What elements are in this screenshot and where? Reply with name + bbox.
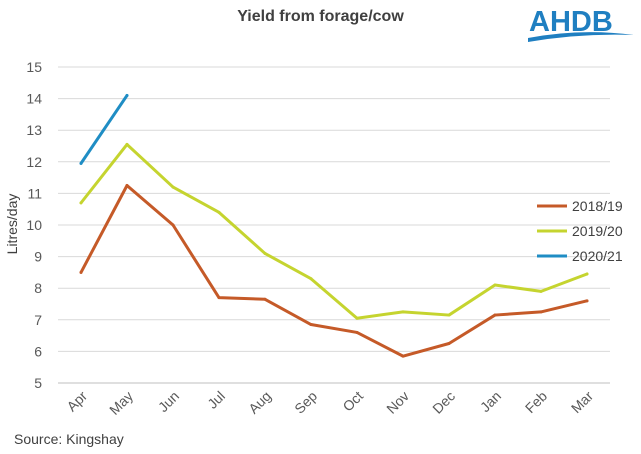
series-line [79, 142, 589, 320]
legend-item: 2018/19 [537, 198, 623, 214]
legend-label: 2018/19 [572, 198, 623, 214]
data-point [79, 270, 83, 274]
data-point [125, 93, 129, 97]
data-point [585, 299, 589, 303]
y-tick-label: 14 [26, 91, 42, 107]
y-tick-label: 5 [34, 375, 42, 391]
series-lines [79, 93, 589, 358]
data-point [539, 289, 543, 293]
series-line [79, 93, 129, 165]
x-axis-ticks: Apr May Jun Jul Aug Sep Oct Nov Dec Jan Feb Mar [63, 388, 596, 418]
x-tick-label: Jan [477, 388, 504, 415]
series-2020-21 [79, 93, 129, 165]
data-point [79, 201, 83, 205]
x-tick-label: Sep [291, 388, 320, 417]
data-point [217, 296, 221, 300]
data-point [125, 142, 129, 146]
y-tick-label: 10 [26, 217, 42, 233]
y-tick-label: 15 [26, 59, 42, 75]
data-point [493, 313, 497, 317]
data-point [263, 297, 267, 301]
data-point [401, 354, 405, 358]
x-tick-label: Jul [204, 388, 228, 412]
series-2019-20 [79, 142, 589, 320]
data-point [355, 330, 359, 334]
data-point [585, 272, 589, 276]
x-tick-label: Oct [339, 388, 366, 415]
y-axis-ticks: 5 6 7 8 9 10 11 12 13 14 15 [26, 59, 42, 391]
data-point [493, 283, 497, 287]
series-line [79, 184, 589, 358]
data-point [447, 342, 451, 345]
data-point [79, 161, 83, 165]
legend-item: 2019/20 [537, 223, 623, 239]
y-axis-title: Litres/day [4, 194, 20, 255]
data-point [171, 185, 175, 189]
data-point [447, 313, 451, 317]
y-tick-label: 7 [34, 312, 42, 328]
data-point [171, 223, 175, 227]
y-tick-label: 9 [34, 249, 42, 265]
data-point [263, 251, 267, 255]
logo-swoosh [528, 32, 634, 42]
gridlines [58, 66, 610, 352]
x-tick-label: Dec [429, 388, 458, 417]
data-point [309, 277, 313, 281]
y-tick-label: 13 [26, 122, 42, 138]
x-tick-label: Apr [63, 388, 90, 415]
x-tick-label: Aug [245, 388, 274, 417]
series-2018-19 [79, 184, 589, 358]
legend-label: 2019/20 [572, 223, 623, 239]
data-point [217, 210, 221, 214]
x-tick-label: May [106, 388, 136, 418]
legend: 2018/19 2019/20 2020/21 [537, 198, 623, 264]
data-point [539, 310, 543, 314]
x-tick-label: Nov [383, 388, 412, 417]
y-tick-label: 12 [26, 154, 42, 170]
chart-title: Yield from forage/cow [237, 8, 404, 25]
data-point [309, 323, 313, 327]
ahdb-logo: AHDB [528, 6, 634, 42]
x-tick-label: Mar [568, 388, 597, 417]
y-tick-label: 8 [34, 280, 42, 296]
data-point [355, 316, 359, 320]
source-note: Source: Kingshay [14, 431, 124, 447]
data-point [125, 184, 129, 187]
legend-item: 2020/21 [537, 248, 623, 264]
x-tick-label: Jun [155, 388, 182, 415]
y-tick-label: 11 [27, 185, 42, 201]
y-tick-label: 6 [34, 343, 42, 359]
legend-label: 2020/21 [572, 248, 623, 264]
data-point [401, 310, 405, 314]
x-tick-label: Feb [522, 388, 551, 417]
